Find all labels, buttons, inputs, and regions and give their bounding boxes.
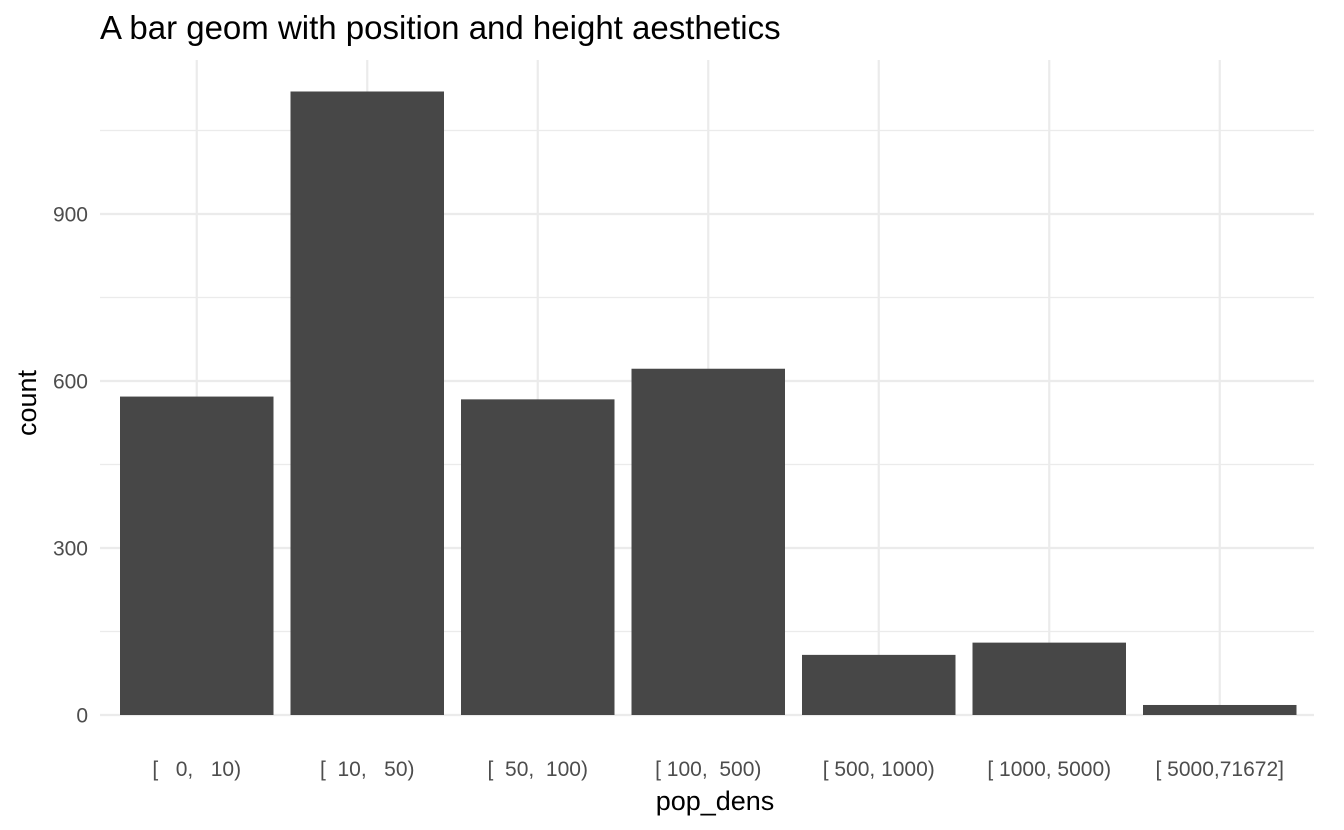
x-axis-title: pop_dens (656, 786, 775, 816)
x-tick-label: [ 0, 10) (152, 758, 241, 781)
y-tick-label: 0 (76, 705, 88, 728)
x-tick-label: [ 10, 50) (320, 758, 415, 781)
x-tick-label: [ 500, 1000) (823, 758, 935, 781)
x-tick-label: [ 1000, 5000) (987, 758, 1111, 781)
bar (461, 399, 615, 715)
x-tick-label: [ 50, 100) (488, 758, 588, 781)
bars (120, 91, 1297, 716)
x-axis-ticks: [ 0, 10) [ 10, 50) [ 50, 100) [ 100, 500) [ … (152, 758, 1284, 781)
bar (972, 642, 1126, 715)
bar (120, 396, 274, 715)
y-axis-title: count (12, 369, 42, 436)
y-axis-ticks: 0 300 600 900 (53, 203, 88, 727)
bar (631, 368, 785, 715)
bar (802, 654, 956, 715)
bar (290, 91, 444, 716)
y-tick-label: 600 (53, 370, 88, 393)
x-tick-label: [ 5000,71672] (1156, 758, 1284, 781)
bar (1143, 704, 1297, 715)
chart-title: A bar geom with position and height aest… (100, 9, 781, 46)
y-tick-label: 900 (53, 203, 88, 226)
y-tick-label: 300 (53, 537, 88, 560)
x-tick-label: [ 100, 500) (655, 758, 761, 781)
